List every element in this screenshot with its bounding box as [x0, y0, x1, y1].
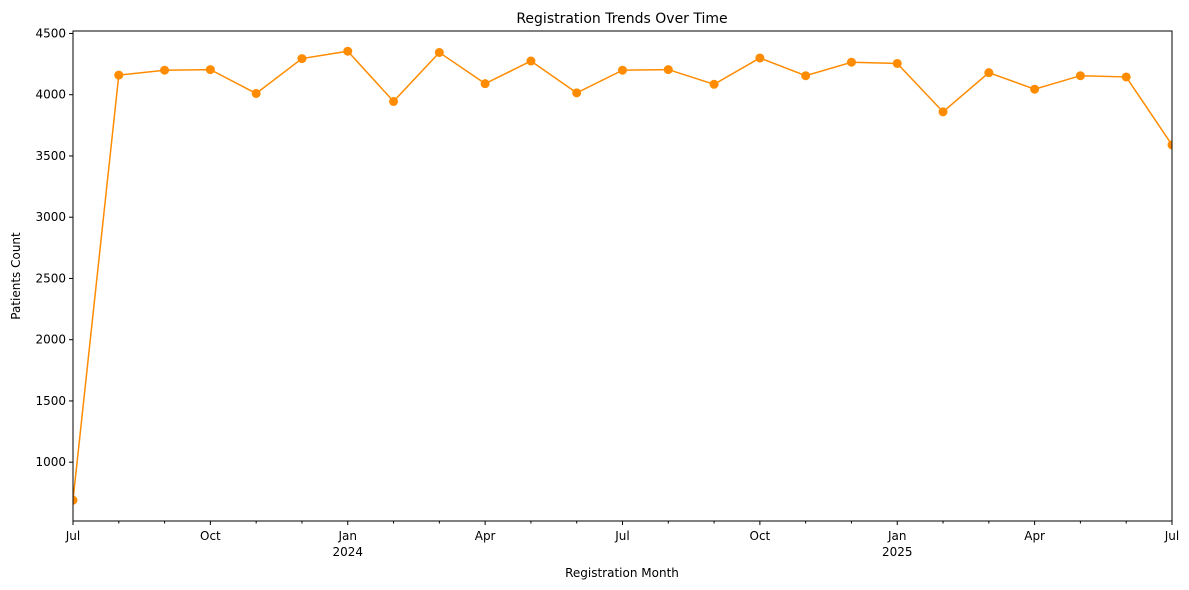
y-tick-label: 3000: [35, 210, 66, 224]
data-point: [572, 88, 582, 98]
data-point: [709, 79, 719, 89]
plot-frame: [72, 30, 1173, 522]
x-tick-label: Oct: [750, 529, 771, 543]
data-point: [160, 65, 170, 75]
data-point: [251, 88, 261, 98]
x-tick-label: Jan: [338, 529, 358, 543]
data-point: [846, 57, 856, 67]
x-tick-label: Jul: [614, 529, 629, 543]
x-tick-year-label: 2025: [882, 545, 913, 559]
data-point: [297, 54, 307, 64]
y-tick-label: 1000: [35, 455, 66, 469]
x-tick-label: Jul: [1164, 529, 1179, 543]
data-point: [1167, 140, 1172, 150]
data-point: [343, 46, 353, 56]
data-point: [663, 65, 673, 75]
series-line: [73, 50, 1172, 501]
y-tick-label: 2500: [35, 271, 66, 285]
x-tick-label: Jul: [65, 529, 80, 543]
x-tick-label: Apr: [475, 529, 496, 543]
data-point: [1030, 84, 1040, 94]
data-point: [801, 71, 811, 81]
data-point: [526, 56, 536, 66]
plot-area: 1000 1500 2000 2500 3000 3500 4000 4500 Jul Oct Ja…: [35, 26, 1179, 559]
y-axis-label: Patients Count: [9, 232, 23, 320]
data-point: [205, 65, 215, 75]
chart-title: Registration Trends Over Time: [516, 11, 727, 27]
data-point: [480, 79, 490, 89]
data-point: [114, 70, 124, 80]
x-tick-label: Oct: [200, 529, 221, 543]
y-tick-label: 4000: [35, 88, 66, 102]
data-point: [892, 58, 902, 68]
x-tick-label: Apr: [1024, 529, 1045, 543]
y-tick-label: 4500: [35, 26, 66, 40]
x-axis-label: Registration Month: [565, 566, 679, 580]
data-point: [755, 53, 765, 63]
data-point: [434, 47, 444, 57]
data-point: [984, 68, 994, 78]
data-point: [1075, 71, 1085, 81]
data-point: [1121, 72, 1131, 82]
data-point: [938, 107, 948, 117]
data-point: [73, 495, 78, 505]
y-tick-label: 2000: [35, 333, 66, 347]
data-point: [618, 65, 627, 75]
data-point: [389, 96, 399, 106]
y-tick-label: 3500: [35, 149, 66, 163]
y-tick-label: 1500: [35, 394, 66, 408]
x-tick-year-label: 2024: [332, 545, 363, 559]
x-tick-label: Jan: [887, 529, 907, 543]
